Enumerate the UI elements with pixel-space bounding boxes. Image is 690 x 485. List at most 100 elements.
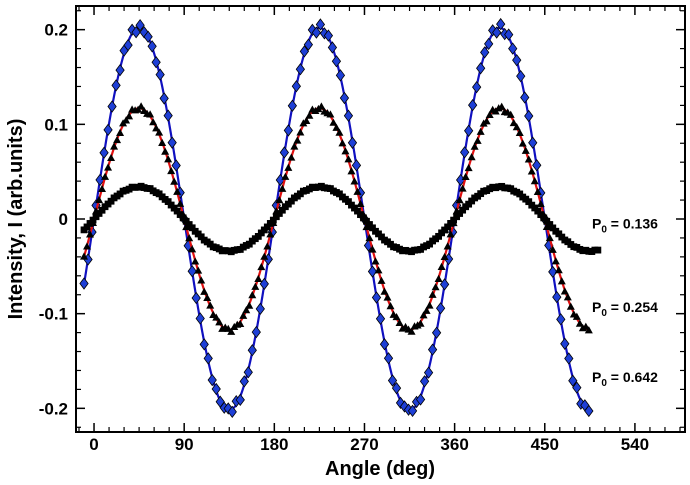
data-point xyxy=(464,124,474,137)
data-point xyxy=(365,233,374,242)
series-annotation-2: P0 = 0.254 xyxy=(592,299,658,319)
data-point xyxy=(122,116,131,124)
data-point xyxy=(203,293,212,302)
data-point xyxy=(110,142,119,150)
data-point xyxy=(515,128,524,136)
y-tick-label: -0.1 xyxy=(39,305,68,324)
data-point xyxy=(347,167,356,175)
data-point xyxy=(212,313,221,321)
data-point xyxy=(392,312,401,321)
data-point xyxy=(83,223,91,231)
data-point xyxy=(269,216,277,224)
data-point xyxy=(287,153,296,161)
data-point xyxy=(283,124,293,137)
data-point xyxy=(356,199,365,208)
data-point xyxy=(395,318,404,327)
data-point xyxy=(560,287,569,295)
data-point xyxy=(551,257,560,265)
data-point xyxy=(470,142,479,150)
data-point xyxy=(259,277,269,291)
data-point xyxy=(431,283,440,291)
data-point xyxy=(295,63,305,76)
data-point xyxy=(281,172,290,180)
data-point xyxy=(415,393,426,406)
data-point xyxy=(354,207,361,215)
data-point xyxy=(524,109,534,123)
data-point xyxy=(339,91,350,105)
data-point xyxy=(428,290,437,298)
data-point xyxy=(83,242,92,250)
data-point xyxy=(518,139,527,147)
data-point xyxy=(492,26,502,39)
data-point xyxy=(546,221,554,228)
data-point xyxy=(113,135,122,144)
data-point xyxy=(191,291,201,305)
data-point xyxy=(360,214,367,222)
data-point xyxy=(375,312,386,325)
data-point xyxy=(536,199,545,208)
axes: 0 90 180 270 360 450 540 -0.2 -0.1 0 0.1 0.2 xyxy=(39,6,685,454)
data-point xyxy=(176,199,185,207)
data-point xyxy=(80,252,89,260)
data-point xyxy=(383,293,392,301)
data-point xyxy=(173,187,182,195)
data-point xyxy=(187,265,197,278)
data-point xyxy=(116,128,125,136)
data-point xyxy=(435,232,442,240)
data-point xyxy=(275,196,284,204)
data-point xyxy=(251,282,260,290)
data-point xyxy=(383,352,394,365)
data-point xyxy=(440,252,449,261)
data-point xyxy=(374,266,383,274)
x-tick-label: 360 xyxy=(440,435,468,454)
data-point xyxy=(170,177,179,185)
data-point xyxy=(152,124,161,132)
y-tick-label: 0 xyxy=(59,210,68,229)
x-tick-label: 270 xyxy=(350,435,378,454)
data-point xyxy=(131,26,141,39)
data-point xyxy=(524,155,533,163)
data-point xyxy=(343,109,354,122)
series-annotation-3: P0 = 0.136 xyxy=(592,215,658,235)
data-point xyxy=(195,312,205,325)
data-point xyxy=(200,287,209,295)
plot-area xyxy=(79,17,602,419)
data-point xyxy=(534,207,542,215)
data-point xyxy=(422,306,431,314)
data-point xyxy=(155,128,164,136)
x-tick-label: 540 xyxy=(621,435,649,454)
data-point xyxy=(548,245,557,253)
data-point xyxy=(79,277,89,290)
data-point xyxy=(323,29,334,42)
data-point xyxy=(290,142,299,150)
data-point xyxy=(149,118,158,126)
data-point xyxy=(188,224,196,232)
data-point xyxy=(137,102,146,110)
data-point xyxy=(419,311,428,319)
data-point xyxy=(468,98,478,112)
data-point xyxy=(444,223,452,231)
data-point xyxy=(528,136,538,149)
data-point xyxy=(435,302,446,315)
data-point xyxy=(279,146,289,159)
x-axis-title: Angle (deg) xyxy=(325,458,435,480)
data-point xyxy=(107,100,117,113)
data-point xyxy=(305,111,314,119)
data-point xyxy=(287,99,297,112)
data-point xyxy=(104,163,113,171)
data-point xyxy=(345,198,352,206)
data-point xyxy=(335,69,346,82)
data-point xyxy=(327,41,338,54)
data-point xyxy=(164,198,172,206)
data-point xyxy=(167,166,176,175)
data-point xyxy=(317,102,326,110)
data-point xyxy=(158,138,167,146)
data-point xyxy=(257,262,266,271)
data-point xyxy=(545,233,554,242)
data-point xyxy=(311,26,322,39)
data-point xyxy=(206,301,215,309)
data-point xyxy=(147,40,157,53)
data-point xyxy=(211,382,221,396)
data-point xyxy=(161,147,170,155)
